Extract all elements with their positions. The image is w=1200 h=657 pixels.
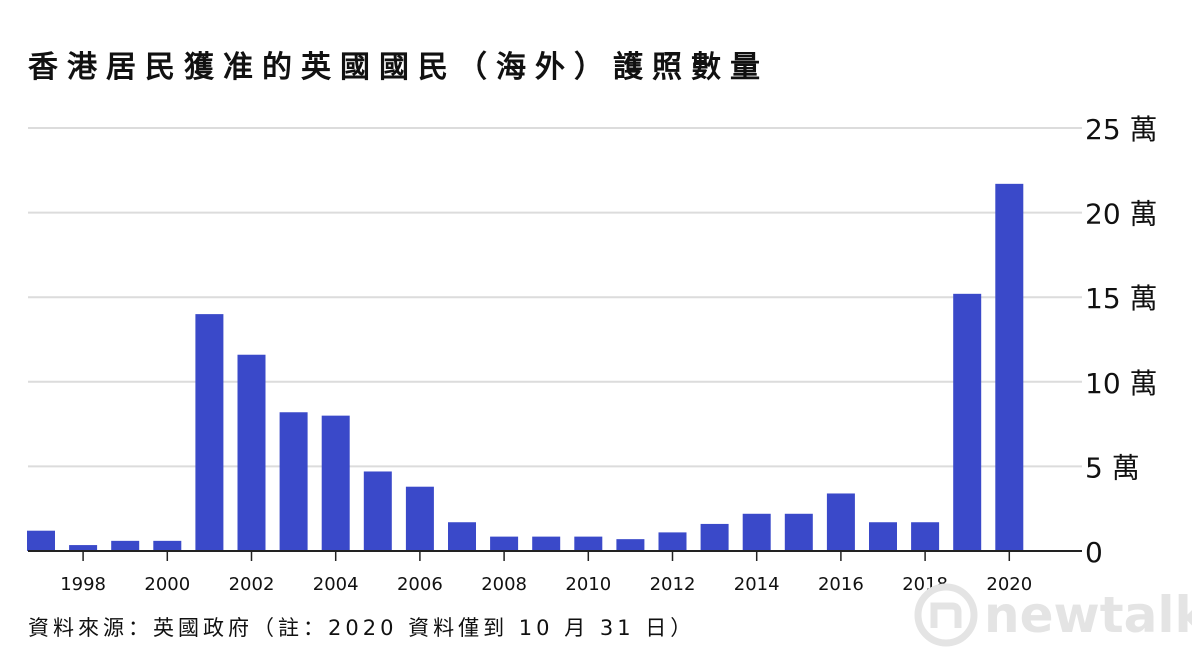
bar-2007 [448, 522, 476, 551]
bar-2019 [953, 293, 982, 551]
bar-2015 [784, 513, 813, 551]
bar-2003 [279, 412, 308, 551]
grid-lines [28, 127, 1082, 468]
watermark-text: newtalk [984, 586, 1192, 644]
y-tick-label: 0 [1085, 536, 1103, 569]
bar-2014 [742, 513, 771, 551]
y-tick-labels: 0 5 萬 10 萬 15 萬 20 萬 25 萬 [1085, 113, 1158, 569]
y-tick-label: 10 萬 [1085, 367, 1158, 400]
bar-1997 [27, 530, 55, 551]
bar-2018 [911, 522, 940, 551]
bar-2006 [405, 486, 434, 551]
y-tick-label: 15 萬 [1085, 282, 1158, 315]
bar-1998 [69, 545, 98, 551]
bar-2005 [363, 471, 392, 551]
x-tick-label: 2006 [397, 574, 443, 595]
bar-2004 [321, 415, 350, 551]
bar-2010 [574, 536, 603, 551]
bar-2011 [616, 539, 645, 551]
bar-2009 [532, 536, 561, 551]
y-tick-label: 25 萬 [1085, 113, 1158, 146]
chart-title: 香港居民獲准的英國國民（海外）護照數量 [28, 50, 769, 85]
x-tick-label: 2014 [734, 574, 780, 595]
bar-2001 [195, 314, 224, 551]
newtalk-logo-icon [914, 583, 978, 647]
bar-2012 [658, 532, 687, 551]
bar-2020 [995, 183, 1024, 551]
x-tick-label: 2002 [229, 574, 275, 595]
x-tick-labels: 1998 2000 2002 2004 2006 2008 2010 2012 2014 2016… [60, 551, 1032, 595]
bar-1999 [111, 540, 140, 551]
x-tick-label: 2000 [144, 574, 190, 595]
bar-2017 [869, 522, 897, 551]
bars [27, 183, 1024, 551]
y-tick-label: 5 萬 [1085, 451, 1140, 484]
bar-2008 [490, 536, 519, 551]
bar-2013 [700, 523, 729, 551]
newtalk-watermark: newtalk [914, 583, 1192, 647]
x-tick-label: 2012 [650, 574, 696, 595]
x-tick-label: 2004 [313, 574, 359, 595]
x-tick-label: 2010 [565, 574, 611, 595]
y-tick-label: 20 萬 [1085, 198, 1158, 231]
x-tick-label: 2020 [986, 574, 1032, 595]
bar-2002 [237, 354, 266, 551]
x-tick-label: 2016 [818, 574, 864, 595]
bar-2016 [826, 493, 855, 551]
bar-2000 [153, 540, 182, 551]
x-tick-label: 2008 [481, 574, 527, 595]
source-note: 資料來源：英國政府（註：2020 資料僅到 10 月 31 日） [28, 616, 696, 640]
x-tick-label: 1998 [60, 574, 106, 595]
